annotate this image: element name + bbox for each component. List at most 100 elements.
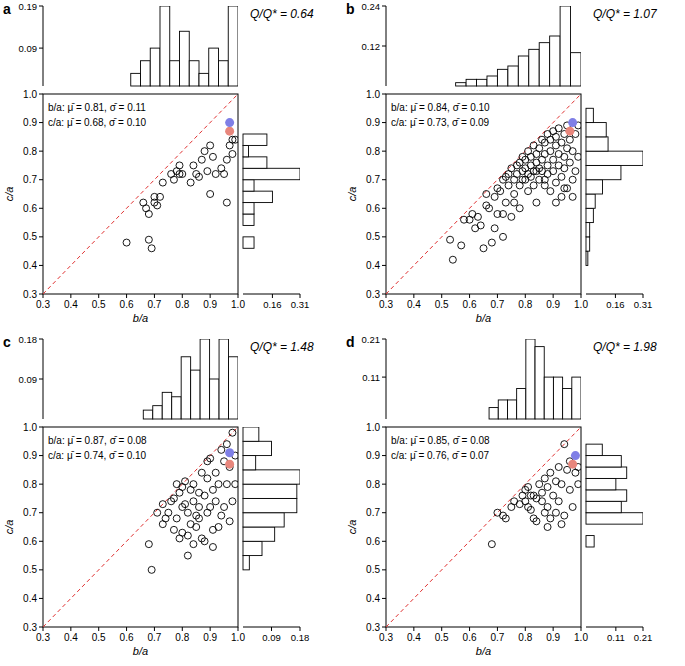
hist-bar (243, 441, 272, 455)
point (541, 176, 548, 183)
hist-bar (243, 541, 262, 555)
hist-tick (615, 294, 616, 298)
hist-bar (586, 501, 621, 512)
x-tick (154, 294, 155, 298)
hist-bar (143, 410, 152, 419)
point (209, 544, 216, 551)
point (447, 236, 454, 243)
point (530, 515, 537, 522)
hist-bar (243, 180, 254, 191)
point (209, 153, 216, 160)
point (486, 205, 493, 212)
hist-tick (643, 627, 644, 631)
hist-bar (586, 180, 603, 194)
point (176, 162, 183, 169)
data-layer (386, 427, 581, 627)
x-tick-label: 0.5 (92, 632, 106, 643)
point (201, 148, 208, 155)
stats-label: b/a: μ̄ = 0.87, σ̄ = 0.08 (48, 435, 147, 446)
point (491, 225, 498, 232)
point (511, 191, 518, 198)
y-tick-label: 0.6 (23, 203, 37, 214)
hist-bar (586, 456, 621, 467)
x-tick (182, 294, 183, 298)
hist-bar (586, 123, 606, 137)
x-tick (70, 627, 71, 631)
point (536, 165, 543, 172)
x-axis-label: b/a (133, 312, 148, 324)
hist-bar (586, 513, 643, 524)
point (232, 136, 238, 143)
y-tick-label: 0.8 (23, 146, 37, 157)
point (552, 199, 559, 206)
hist-bar (160, 6, 170, 86)
point (552, 179, 559, 186)
point (477, 222, 484, 229)
hist-bar (586, 237, 590, 251)
point (170, 176, 177, 183)
hist-bar (243, 470, 300, 484)
point (229, 498, 236, 505)
x-axis-label: b/a (476, 645, 491, 657)
x-tick-label: 0.6 (120, 299, 134, 310)
hist-axis (386, 339, 387, 419)
hist-tick-label: 0.21 (362, 334, 381, 345)
stats-label: b/a: μ̄ = 0.85, σ̄ = 0.08 (391, 435, 490, 446)
y-tick-label: 0.7 (366, 507, 380, 518)
point (198, 156, 205, 163)
point (500, 512, 507, 519)
point (544, 162, 551, 169)
point (145, 541, 152, 548)
point (555, 464, 562, 471)
y-tick-label: 1.0 (366, 422, 380, 433)
point (550, 156, 557, 163)
point (218, 446, 225, 453)
plot-frame (386, 427, 581, 627)
point (544, 484, 551, 491)
hist-bar (243, 134, 267, 145)
point (198, 469, 205, 476)
x-tick-label: 0.4 (407, 299, 421, 310)
y-tick-label: 1.0 (23, 422, 37, 433)
point (566, 486, 573, 493)
point (225, 448, 234, 457)
x-tick-label: 0.4 (64, 632, 78, 643)
stats-label: c/a: μ̄ = 0.68, σ̄ = 0.10 (48, 117, 147, 128)
hist-bar (489, 408, 498, 419)
hist-bar (243, 191, 272, 202)
y-tick (39, 179, 43, 180)
hist-bar (586, 194, 595, 208)
point (184, 509, 191, 516)
point (170, 495, 177, 502)
hist-bar (586, 108, 593, 122)
point (564, 466, 571, 473)
hist-bar (553, 377, 562, 419)
hist-bars (586, 108, 643, 265)
panel-label: d (346, 334, 355, 350)
point (568, 118, 577, 127)
point (223, 156, 230, 163)
x-axis-label: b/a (133, 645, 148, 657)
hist-bar (141, 61, 151, 86)
point (505, 182, 512, 189)
x-tick-label: 1.0 (574, 299, 588, 310)
point (212, 171, 219, 178)
x-tick (469, 294, 470, 298)
point (223, 481, 230, 488)
point (539, 489, 546, 496)
point (502, 515, 509, 522)
point (561, 512, 568, 519)
hist-bar (131, 73, 141, 86)
reference-line (386, 94, 581, 294)
point (488, 239, 495, 246)
x-tick (497, 294, 498, 298)
point (513, 162, 520, 169)
y-tick (382, 427, 386, 428)
point (229, 429, 236, 436)
x-tick-label: 0.3 (36, 299, 50, 310)
point (207, 455, 214, 462)
point (184, 532, 191, 539)
point (569, 176, 576, 183)
stats-label: c/a: μ̄ = 0.73, σ̄ = 0.09 (391, 117, 490, 128)
point (170, 526, 177, 533)
